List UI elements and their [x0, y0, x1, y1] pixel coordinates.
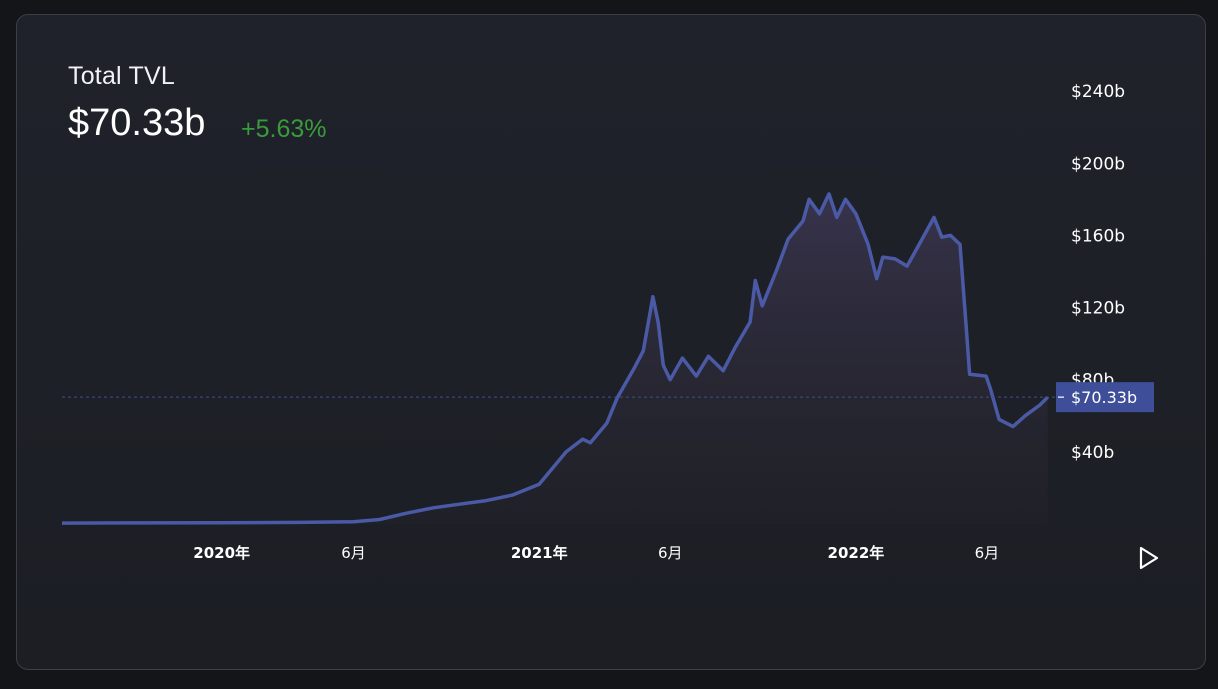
tvl-value: $70.33b — [68, 102, 206, 144]
x-tick-label: 2021年 — [511, 544, 568, 562]
tvl-card — [16, 14, 1206, 670]
y-tick-label: $40b — [1071, 443, 1114, 463]
y-tick-label: $200b — [1071, 154, 1125, 174]
x-tick-label: 6月 — [658, 544, 683, 562]
chart-title: Total TVL — [68, 62, 175, 90]
y-tick-label: $160b — [1071, 226, 1125, 246]
x-tick-label: 2020年 — [193, 544, 250, 562]
play-icon[interactable] — [1138, 546, 1160, 570]
tvl-area-fill — [62, 193, 1048, 524]
tvl-series-line — [61, 192, 1049, 525]
x-tick-label: 2022年 — [828, 544, 885, 562]
x-tick-label: 6月 — [341, 544, 366, 562]
y-tick-label: $120b — [1071, 299, 1125, 319]
current-value-tag — [1056, 382, 1154, 413]
x-tick-label: 6月 — [975, 544, 1000, 562]
y-tick-label: $240b — [1071, 82, 1125, 102]
tvl-change: +5.63% — [241, 115, 327, 143]
current-value-tag-label: $70.33b — [1071, 388, 1137, 407]
